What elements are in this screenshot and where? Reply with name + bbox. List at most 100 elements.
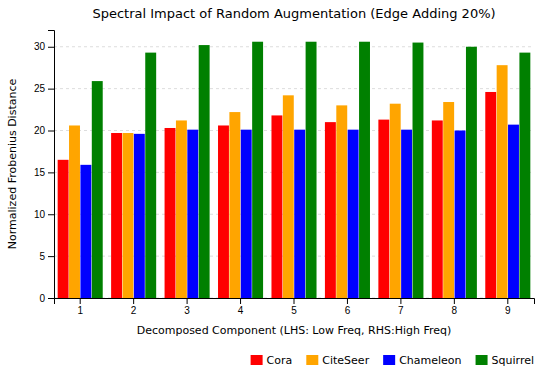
x-tick: 3 [184, 298, 190, 316]
bar [92, 81, 103, 298]
bar-series [92, 42, 531, 298]
x-tick-mark [507, 298, 508, 304]
bar-series [58, 92, 497, 298]
legend-label: Cora [267, 354, 293, 367]
x-tick-label: 3 [184, 305, 190, 316]
legend-swatch [251, 355, 263, 365]
bar [165, 128, 176, 298]
bar [58, 160, 69, 298]
bar [187, 130, 198, 298]
x-tick: 5 [291, 298, 297, 316]
bar [497, 65, 508, 298]
y-tick: 10 [34, 209, 54, 220]
x-tick: 2 [131, 298, 137, 316]
y-axis-line [48, 31, 55, 299]
x-tick-label: 1 [77, 305, 83, 316]
plot: 123456789051015202530Decomposed Componen… [6, 31, 535, 338]
x-tick-label: 2 [131, 305, 137, 316]
y-tick-label: 5 [39, 251, 45, 262]
x-tick-mark [80, 298, 81, 304]
x-tick-label: 4 [238, 305, 244, 316]
legend-item: Cora [251, 354, 293, 367]
bar [485, 92, 496, 298]
bar [80, 165, 91, 298]
bar [218, 125, 229, 298]
bar [69, 125, 80, 298]
legend-swatch [383, 355, 395, 365]
x-tick: 9 [505, 298, 511, 316]
x-tick-mark [454, 298, 455, 304]
legend-swatch [306, 355, 318, 365]
grid-line [54, 88, 534, 89]
bars [58, 42, 531, 298]
legend-item: Squirrel [476, 354, 534, 367]
y-tick-label: 0 [39, 293, 45, 304]
y-tick: 20 [34, 125, 54, 136]
y-tick-mark [48, 214, 54, 215]
bar [283, 95, 294, 298]
bar [306, 42, 317, 298]
bar [325, 122, 336, 298]
y-tick-label: 25 [34, 83, 46, 94]
bar [466, 47, 477, 298]
y-tick-mark [48, 256, 54, 257]
bar [401, 130, 412, 298]
bar [229, 112, 240, 298]
y-axis-label: Normalized Frobenius Distance [6, 79, 19, 250]
bar [508, 125, 519, 298]
y-tick-mark [48, 47, 54, 48]
y-tick: 5 [39, 251, 54, 262]
y-tick-mark [48, 298, 54, 299]
x-tick: 8 [452, 298, 458, 316]
y-tick-mark [48, 172, 54, 173]
bar [252, 42, 263, 298]
bar [359, 42, 370, 298]
y-tick-label: 20 [34, 125, 46, 136]
bar [432, 120, 443, 298]
legend-item: Chameleon [383, 354, 461, 367]
y-tick-mark [48, 89, 54, 90]
bar [390, 104, 401, 298]
x-tick-mark [133, 298, 134, 304]
x-tick-label: 9 [505, 305, 511, 316]
bar [199, 45, 210, 298]
x-tick-label: 6 [345, 305, 351, 316]
title: Spectral Impact of Random Augmentation (… [92, 6, 495, 21]
y-tick: 0 [39, 293, 54, 304]
bar-series [69, 65, 508, 298]
bar [271, 115, 282, 298]
bar [145, 53, 156, 298]
x-tick: 6 [345, 298, 351, 316]
legend-item: CiteSeer [306, 354, 369, 367]
grid-line [54, 46, 534, 47]
x-tick-mark [187, 298, 188, 304]
y-tick-label: 10 [34, 209, 46, 220]
x-tick: 1 [77, 298, 83, 316]
y-tick-mark [48, 131, 54, 132]
bar [336, 105, 347, 298]
x-tick-mark [347, 298, 348, 304]
x-tick: 7 [398, 298, 404, 316]
x-tick-mark [294, 298, 295, 304]
x-tick-label: 7 [398, 305, 404, 316]
x-axis-label: Decomposed Component (LHS: Low Freq, RHS… [137, 324, 452, 337]
x-tick-mark [240, 298, 241, 304]
bar [111, 133, 122, 298]
legend-label: Chameleon [399, 354, 461, 367]
x-tick-label: 5 [291, 305, 297, 316]
y-tick-label: 30 [34, 41, 46, 52]
x-tick: 4 [238, 298, 244, 316]
bar [413, 43, 424, 298]
x-tick-mark [400, 298, 401, 304]
bar [378, 120, 389, 298]
y-tick: 25 [34, 83, 54, 94]
chart: 123456789051015202530Decomposed Componen… [0, 0, 548, 372]
bar [122, 133, 133, 298]
legend-label: Squirrel [492, 354, 534, 367]
x-tick-label: 8 [452, 305, 458, 316]
y-tick: 30 [34, 41, 54, 52]
bar [348, 130, 359, 298]
y-axis: 051015202530 [34, 31, 55, 304]
x-axis-line [55, 299, 535, 305]
bar [443, 102, 454, 298]
